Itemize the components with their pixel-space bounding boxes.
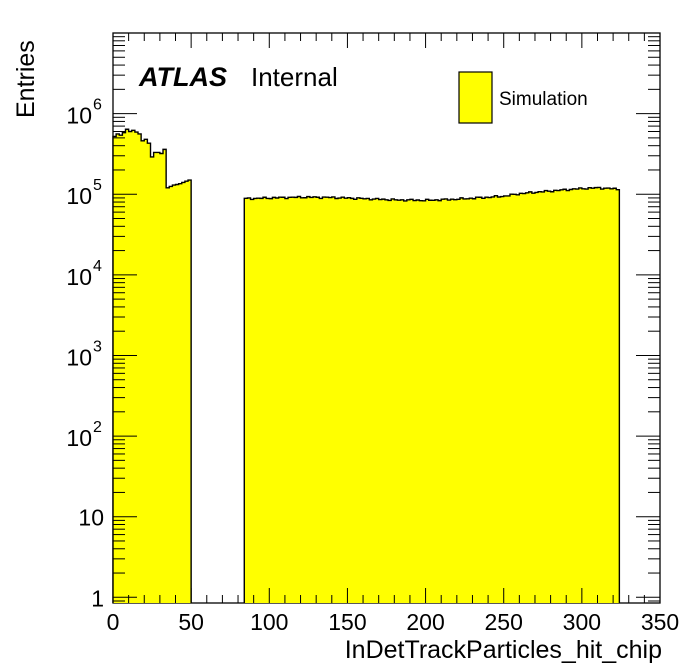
histogram-bins-low-fill [113,129,192,604]
y-tick-label: 10 [66,344,92,370]
y-tick-label: 10 [66,264,92,290]
x-tick-label: 0 [107,609,120,635]
histogram-bins-low-outline [112,128,192,603]
y-tick-label: 10 [66,103,92,129]
y-tick-label: 10 [78,505,104,531]
histogram-bins-high-outline [243,186,621,603]
atlas-label: ATLAS [138,62,227,92]
legend-entry-simulation: Simulation [499,89,588,110]
y-tick-label: 10 [66,183,92,209]
y-tick-label-exponent: 3 [93,338,102,355]
x-tick-label: 200 [406,609,444,635]
y-tick-label-exponent: 4 [93,258,102,275]
y-tick-label-exponent: 5 [93,177,102,194]
axis-ticks [112,32,661,603]
y-axis-title: Entries [12,40,40,118]
histogram-bars [112,128,621,604]
x-tick-label: 350 [641,609,679,635]
x-axis-title: InDetTrackParticles_hit_chip [345,636,662,664]
x-tick-label: 100 [250,609,288,635]
x-tick-label: 150 [328,609,366,635]
x-tick-label: 250 [485,609,523,635]
histogram-bins-high-fill [244,187,620,603]
x-tick-label: 50 [178,609,204,635]
atlas-status-label: Internal [251,62,338,92]
legend-swatch [458,71,493,124]
x-tick-label: 300 [563,609,601,635]
y-tick-label-exponent: 6 [93,97,102,114]
y-tick-label: 1 [91,585,104,611]
y-tick-label: 10 [66,425,92,451]
y-tick-label-exponent: 2 [93,419,102,436]
